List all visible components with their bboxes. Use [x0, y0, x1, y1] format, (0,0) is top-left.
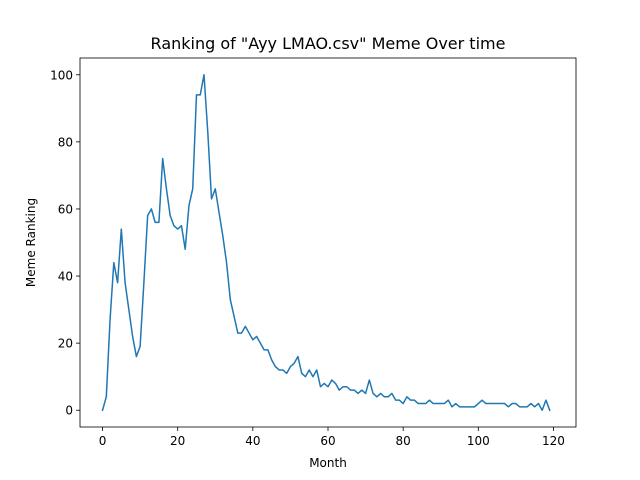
x-tick-label: 80 — [396, 434, 411, 448]
chart-title: Ranking of "Ayy LMAO.csv" Meme Over time — [151, 34, 506, 53]
y-tick-label: 20 — [58, 337, 73, 351]
x-tick-label: 40 — [245, 434, 260, 448]
x-axis-label: Month — [309, 456, 347, 470]
x-tick-label: 60 — [320, 434, 335, 448]
y-tick-label: 60 — [58, 202, 73, 216]
x-tick-label: 20 — [170, 434, 185, 448]
series-line — [101, 74, 551, 412]
y-tick-label: 100 — [50, 68, 73, 82]
y-axis-label: Meme Ranking — [24, 198, 38, 287]
y-tick-label: 40 — [58, 270, 73, 284]
x-axis: 0 20 40 60 80 100 120 — [99, 427, 565, 448]
y-tick-label: 0 — [65, 404, 73, 418]
y-axis: 0 20 40 60 80 100 — [50, 68, 80, 418]
x-tick-label: 120 — [542, 434, 565, 448]
y-tick-label: 80 — [58, 135, 73, 149]
x-tick-label: 0 — [99, 434, 107, 448]
x-tick-label: 100 — [467, 434, 490, 448]
